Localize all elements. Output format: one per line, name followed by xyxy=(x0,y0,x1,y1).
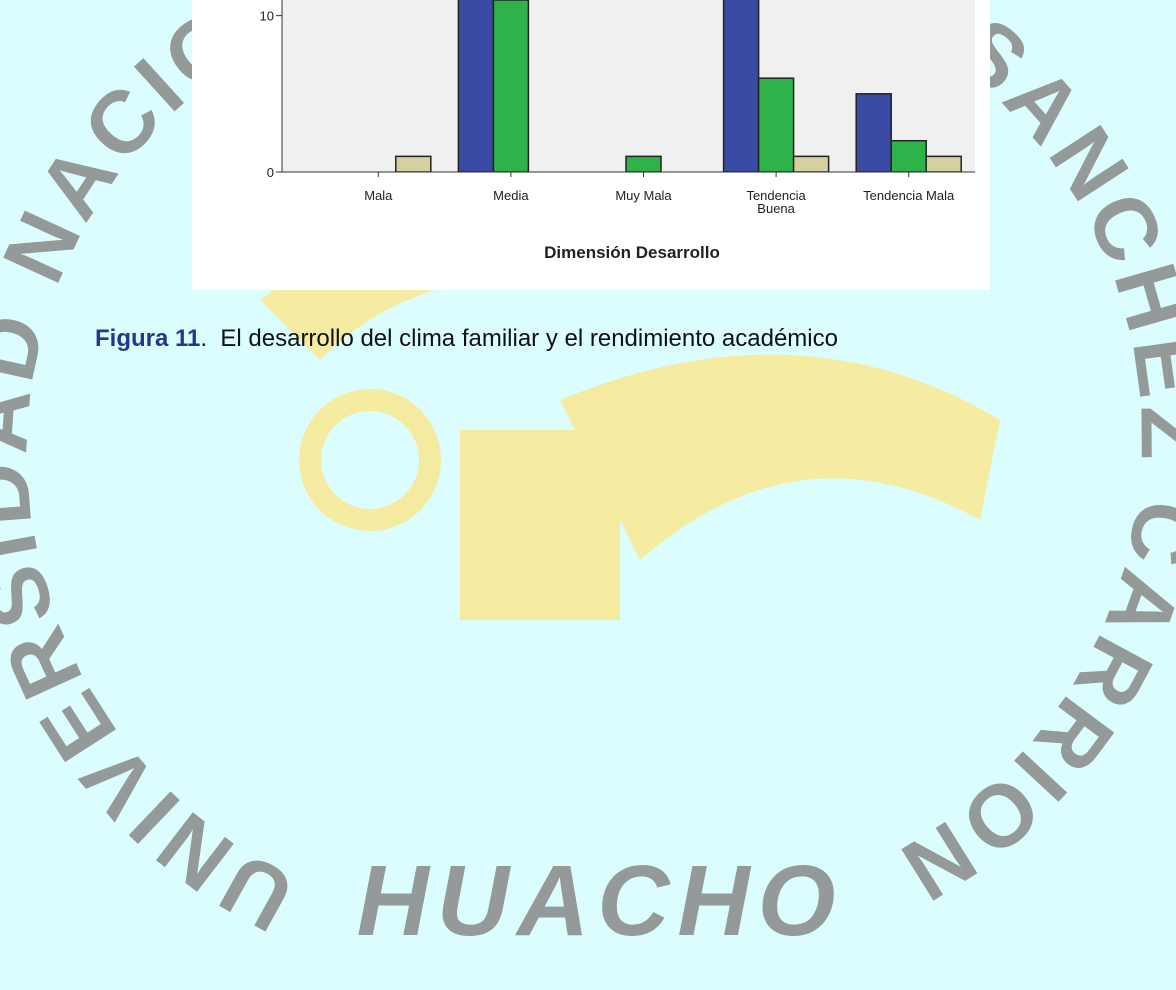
caption-label: Figura 11 xyxy=(95,325,201,352)
x-tick-label: Mala xyxy=(364,188,393,203)
bar xyxy=(925,155,962,172)
caption: Figura 11. El desarrollo del clima famil… xyxy=(95,325,838,353)
x-tick-label: Tendencia Mala xyxy=(863,188,955,203)
watermark-bottom: HUACHO xyxy=(357,845,844,957)
bar xyxy=(890,139,927,172)
y-tick-label: 10 xyxy=(260,9,274,24)
x-tick-label: Tendencia Buena xyxy=(746,188,806,216)
chart: 0 10 xyxy=(260,0,975,180)
bar xyxy=(492,0,530,172)
bar xyxy=(757,77,795,172)
bar xyxy=(722,0,760,172)
bar xyxy=(395,155,432,172)
x-tick-label: Muy Mala xyxy=(615,188,672,203)
x-axis-title: Dimensión Desarrollo xyxy=(544,243,720,262)
bar xyxy=(792,155,830,172)
bar xyxy=(855,93,892,172)
bars xyxy=(395,0,962,172)
bar xyxy=(625,155,662,172)
caption-separator: . xyxy=(200,325,208,352)
caption-text: El desarrollo del clima familiar y el re… xyxy=(220,325,838,352)
bar xyxy=(457,0,495,172)
chart-panel: 0 10 Dimensión Desarrollo Mala Media Muy Ma… xyxy=(192,0,990,290)
x-tick-label: Media xyxy=(493,188,529,203)
y-tick-label: 0 xyxy=(267,165,274,180)
